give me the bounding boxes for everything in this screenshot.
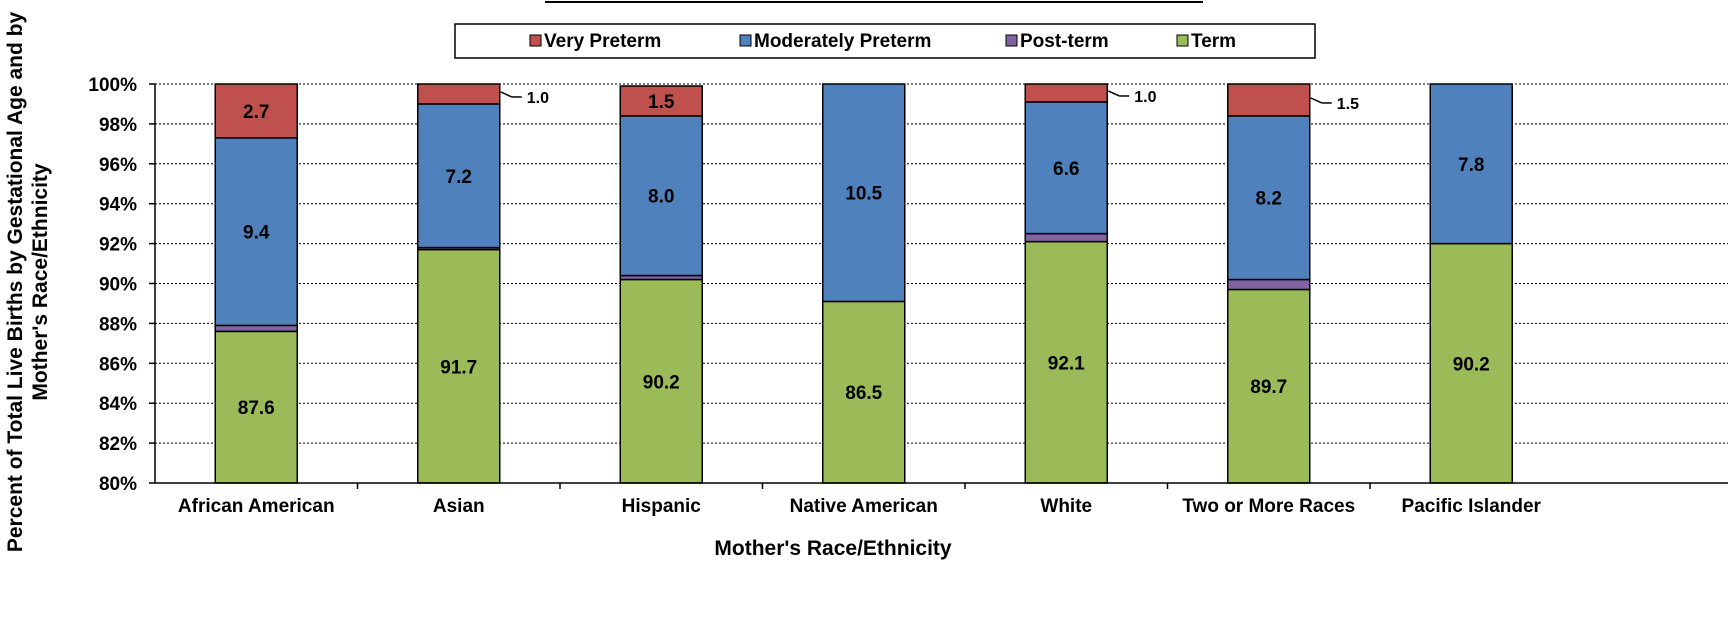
- bar-segment-moderately-preterm: [619, 115, 703, 277]
- legend-swatch-moderately-preterm: [739, 34, 752, 47]
- data-label-moderately-preterm: 7.8: [1458, 155, 1484, 176]
- legend-label-very-preterm: Very Preterm: [544, 31, 661, 52]
- y-tick-label: 82%: [99, 434, 137, 455]
- bar-segment-moderately-preterm: [417, 103, 501, 249]
- data-label-moderately-preterm: 7.2: [446, 167, 472, 188]
- legend-box: [454, 23, 1316, 59]
- x-category-label: Asian: [433, 496, 485, 517]
- bar-segment-term: [417, 248, 501, 484]
- y-tick-label: 96%: [99, 155, 137, 176]
- y-tick-label: 80%: [99, 474, 137, 495]
- x-axis-title: Mother's Race/Ethnicity: [714, 537, 952, 560]
- data-label-term: 86.5: [845, 383, 882, 404]
- callouts: 1.0 1.0 1.5: [500, 89, 1359, 113]
- data-labels: 87.6 91.7 90.2 86.5 92.1 89.7 90.2 9.4 7.2 8.0 10.…: [238, 92, 1490, 419]
- bar-segment-moderately-preterm: [1227, 115, 1311, 281]
- bar-segment-term: [1024, 240, 1108, 484]
- legend-label-term: Term: [1191, 31, 1236, 52]
- callout-leader: [1310, 97, 1323, 104]
- data-label-very-preterm-callout: 1.0: [527, 90, 549, 107]
- bar-segment-term: [619, 278, 703, 484]
- bar-segment-very-preterm: [1227, 83, 1311, 117]
- y-tick-labels: 80% 82% 84% 86% 88% 90% 92% 94% 96% 98% 100%: [88, 75, 155, 495]
- bar-segment-very-preterm: [214, 83, 298, 139]
- data-label-moderately-preterm: 9.4: [243, 223, 270, 244]
- data-label-very-preterm-callout: 1.5: [1337, 96, 1359, 113]
- bar-segment-term: [1227, 288, 1311, 484]
- bar-segment-term: [214, 330, 298, 484]
- bars: [214, 83, 1513, 484]
- bar-segment-moderately-preterm: [1429, 83, 1513, 245]
- bar-segment-post-term: [1227, 278, 1311, 291]
- data-label-very-preterm: 2.7: [243, 102, 269, 123]
- data-label-very-preterm-callout: 1.0: [1134, 89, 1156, 106]
- data-label-moderately-preterm: 8.2: [1256, 189, 1282, 210]
- bar-segment-term: [1429, 242, 1513, 484]
- x-category-label: Native American: [790, 496, 938, 517]
- bar-segment-term: [822, 300, 906, 484]
- data-label-term: 92.1: [1048, 353, 1085, 374]
- y-tick-label: 92%: [99, 235, 137, 256]
- y-tick-label: 100%: [88, 75, 137, 96]
- data-label-term: 90.2: [643, 372, 680, 393]
- bar-segment-very-preterm: [619, 85, 703, 117]
- data-label-moderately-preterm: 10.5: [845, 184, 882, 205]
- x-category-label: White: [1040, 496, 1092, 517]
- y-tick-label: 88%: [99, 314, 137, 335]
- bar-segment-very-preterm: [417, 83, 501, 105]
- bar-segment-post-term: [214, 324, 298, 333]
- data-label-term: 89.7: [1250, 377, 1287, 398]
- y-tick-label: 94%: [99, 195, 137, 216]
- y-axis-title-line1: Percent of Total Live Births by Gestatio…: [4, 12, 27, 553]
- data-label-term: 87.6: [238, 398, 275, 419]
- x-category-label: African American: [178, 496, 335, 517]
- legend-swatch-term: [1176, 34, 1189, 47]
- callout-leader: [1107, 90, 1120, 97]
- legend-label-moderately-preterm: Moderately Preterm: [754, 31, 931, 52]
- bar-segment-very-preterm: [1024, 83, 1108, 103]
- y-axis-title-line2: Mother's Race/Ethnicity: [29, 163, 52, 401]
- data-label-moderately-preterm: 8.0: [648, 187, 674, 208]
- legend-swatch-very-preterm: [529, 34, 542, 47]
- bar-segment-moderately-preterm: [822, 83, 906, 303]
- data-label-term: 91.7: [440, 357, 477, 378]
- bar-segment-post-term: [1024, 232, 1108, 243]
- data-label-moderately-preterm: 6.6: [1053, 159, 1079, 180]
- callout-leader: [500, 91, 513, 98]
- y-tick-label: 86%: [99, 354, 137, 375]
- y-tick-label: 98%: [99, 115, 137, 136]
- x-category-label: Hispanic: [622, 496, 702, 517]
- legend-swatch-post-term: [1005, 34, 1018, 47]
- y-tick-label: 90%: [99, 275, 137, 296]
- x-category-labels: African American Asian Hispanic Native Amer…: [178, 496, 1542, 517]
- legend-label-post-term: Post-term: [1020, 31, 1109, 52]
- y-tick-label: 84%: [99, 394, 137, 415]
- x-category-label: Pacific Islander: [1402, 496, 1542, 517]
- legend: Very Preterm Moderately Preterm Post-term T…: [454, 23, 1316, 59]
- x-category-label: Two or More Races: [1182, 496, 1355, 517]
- data-label-term: 90.2: [1453, 354, 1490, 375]
- data-label-very-preterm: 1.5: [648, 92, 675, 113]
